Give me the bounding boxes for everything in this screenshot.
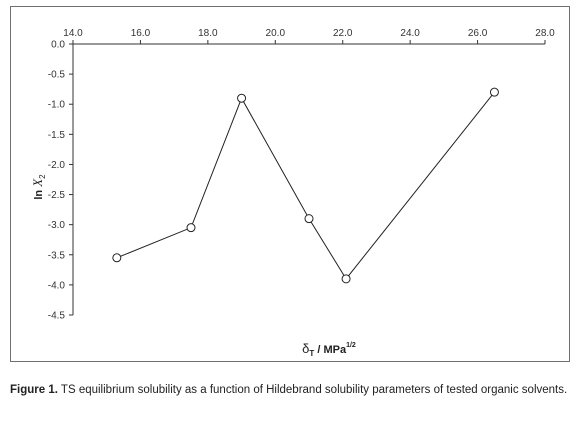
y-tick-label: -0.5 [48,70,66,81]
data-point [489,87,499,97]
x-axis-label-sub: T [309,349,314,358]
y-tick-label: 0.0 [51,40,65,51]
solubility-chart: 14.0 16.0 18.0 20.0 22.0 24.0 26.0 28.0 0.0 -0.5 -… [30,28,555,358]
y-axis-label-prefix: ln [33,187,45,200]
x-tick-label: 22.0 [333,28,353,39]
x-axis-label-unit: / MPa [314,344,347,356]
data-point [304,214,314,224]
data-point [237,93,247,103]
x-tick-label: 18.0 [198,28,218,39]
y-tick-label: -2.5 [48,190,66,201]
x-tick-label: 24.0 [400,28,420,39]
y-tick-label: -3.0 [48,220,66,231]
y-axis-label-var: X [30,178,45,188]
x-tick-label: 14.0 [63,28,83,39]
y-tick-label: -4.0 [48,280,66,291]
x-tick-label: 20.0 [266,28,286,39]
y-axis-label: ln X2 [30,174,47,200]
y-tick-label: -4.5 [48,311,66,322]
data-point [186,223,196,233]
y-tick-label: -1.0 [48,100,66,111]
x-axis-label-symbol: δ [302,341,309,356]
y-axis-label-sub: 2 [38,174,47,179]
data-point [112,253,122,263]
x-tick-label: 28.0 [535,28,555,39]
caption-label: Figure 1. [10,384,58,396]
x-tick-label: 26.0 [468,28,488,39]
y-tick-label: -1.5 [48,130,66,141]
x-axis-label-sup: 1/2 [346,342,356,349]
caption-text: TS equilibrium solubility as a function … [57,384,568,396]
chart-frame: 14.0 16.0 18.0 20.0 22.0 24.0 26.0 28.0 0.0 -0.5 -… [10,6,570,362]
figure-caption: Figure 1. TS equilibrium solubility as a… [10,382,575,398]
y-tick-label: -3.5 [48,250,66,261]
y-tick-label: -2.0 [48,160,66,171]
x-axis-label: δT / MPa1/2 [302,341,356,358]
data-point [341,274,351,284]
series-line [116,91,495,280]
x-tick-label: 16.0 [131,28,151,39]
